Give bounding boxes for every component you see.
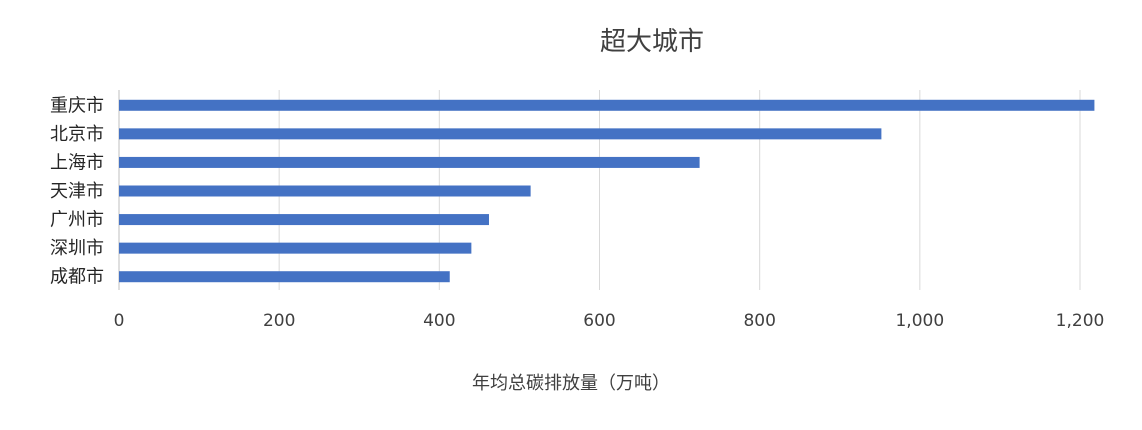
category-label: 深圳市 xyxy=(50,238,104,259)
category-label: 天津市 xyxy=(50,181,104,202)
category-label: 成都市 xyxy=(50,267,104,288)
bar xyxy=(119,185,531,197)
x-tick-label: 1,200 xyxy=(1056,311,1105,331)
x-tick-label: 800 xyxy=(743,311,775,331)
x-tick-label: 200 xyxy=(263,311,295,331)
x-axis-title: 年均总碳排放量（万吨） xyxy=(472,373,670,394)
x-tick-label: 400 xyxy=(423,311,455,331)
bar xyxy=(119,99,1095,111)
bars xyxy=(119,99,1095,283)
bar xyxy=(119,271,450,283)
x-tick-labels: 0 200 400 600 800 1,000 1,200 xyxy=(114,311,1105,331)
category-label: 重庆市 xyxy=(50,95,104,116)
bar xyxy=(119,156,700,168)
x-tick-label: 0 xyxy=(114,311,125,331)
bar xyxy=(119,128,882,140)
category-label: 北京市 xyxy=(50,124,104,145)
category-label: 上海市 xyxy=(50,152,104,173)
bar xyxy=(119,214,489,226)
x-tick-label: 1,000 xyxy=(895,311,944,331)
category-label: 广州市 xyxy=(50,210,104,231)
bar xyxy=(119,242,472,254)
chart-title: 超大城市 xyxy=(600,27,704,57)
x-tick-label: 600 xyxy=(583,311,615,331)
